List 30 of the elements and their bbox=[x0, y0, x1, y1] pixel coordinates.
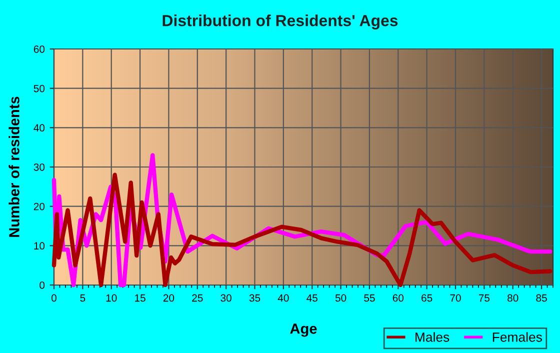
x-tick-label: 65 bbox=[422, 294, 432, 302]
x-tick-label: 20 bbox=[163, 294, 174, 302]
y-tick-label: 40 bbox=[34, 124, 45, 132]
x-tick-label: 35 bbox=[249, 294, 260, 302]
x-tick-label: 70 bbox=[450, 294, 461, 302]
x-tick-label: 0 bbox=[52, 294, 56, 302]
x-tick-label: 40 bbox=[278, 294, 289, 302]
x-tick-label: 45 bbox=[306, 294, 318, 302]
legend-label: Males bbox=[416, 332, 450, 342]
x-tick-label: 80 bbox=[508, 294, 518, 302]
y-tick-label: 50 bbox=[34, 84, 45, 92]
legend-label: Females bbox=[492, 332, 542, 342]
x-tick-label: 25 bbox=[192, 294, 203, 302]
x-tick-label: 85 bbox=[536, 294, 547, 302]
y-tick-label: 60 bbox=[34, 46, 45, 53]
y-axis-title: Number of residents bbox=[8, 96, 20, 237]
x-tick-label: 60 bbox=[392, 294, 404, 302]
y-tick-label: 10 bbox=[34, 242, 45, 250]
x-tick-label: 15 bbox=[135, 294, 146, 302]
chart-title: Distribution of Residents' Ages bbox=[162, 14, 398, 30]
x-tick-label: 55 bbox=[364, 294, 375, 302]
x-tick-label: 10 bbox=[106, 294, 117, 302]
x-tick-label: 5 bbox=[80, 294, 86, 302]
y-tick-label: 30 bbox=[34, 164, 45, 171]
y-tick-label: 20 bbox=[34, 202, 45, 210]
x-tick-label: 30 bbox=[220, 294, 232, 302]
y-tick-label: 0 bbox=[40, 282, 45, 289]
x-tick-label: 50 bbox=[335, 294, 346, 302]
x-tick-label: 75 bbox=[478, 294, 490, 302]
x-axis-title: Age bbox=[290, 324, 317, 337]
